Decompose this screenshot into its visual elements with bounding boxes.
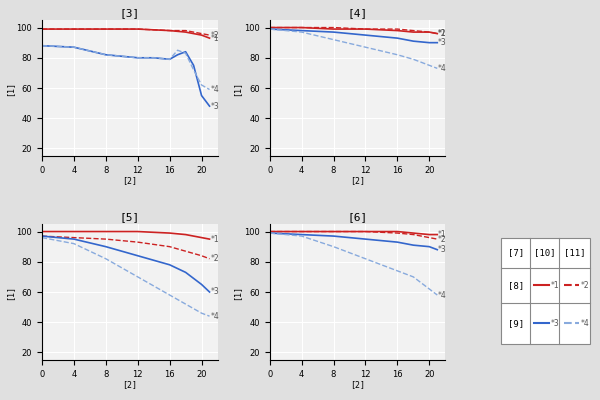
Title: [5]: [5] <box>119 212 140 222</box>
X-axis label: [2]: [2] <box>350 176 365 185</box>
Text: *4: *4 <box>438 64 447 73</box>
X-axis label: [2]: [2] <box>122 176 137 185</box>
Text: *1: *1 <box>551 281 559 290</box>
Text: [9]: [9] <box>508 319 524 328</box>
Text: *1: *1 <box>211 34 219 43</box>
X-axis label: [2]: [2] <box>122 380 137 389</box>
Text: *4: *4 <box>211 312 219 321</box>
Y-axis label: [1]: [1] <box>232 284 241 300</box>
Text: [8]: [8] <box>508 281 524 290</box>
Text: *4: *4 <box>580 319 589 328</box>
Text: *4: *4 <box>438 290 447 300</box>
Title: [6]: [6] <box>347 212 368 222</box>
Text: *3: *3 <box>551 319 559 328</box>
Text: *3: *3 <box>211 102 219 111</box>
Text: *1: *1 <box>211 235 219 244</box>
X-axis label: [2]: [2] <box>350 380 365 389</box>
Text: *2: *2 <box>438 235 446 244</box>
Y-axis label: [1]: [1] <box>5 284 14 300</box>
Text: *2: *2 <box>438 29 446 38</box>
Title: [3]: [3] <box>119 8 140 18</box>
Text: *3: *3 <box>438 245 447 254</box>
Text: [11]: [11] <box>564 248 586 257</box>
Title: [4]: [4] <box>347 8 368 18</box>
Text: *2: *2 <box>580 281 589 290</box>
Text: [10]: [10] <box>534 248 556 257</box>
Text: *2: *2 <box>211 31 219 40</box>
FancyBboxPatch shape <box>502 238 590 344</box>
Text: *2: *2 <box>211 254 219 263</box>
Y-axis label: [1]: [1] <box>232 80 241 96</box>
Y-axis label: [1]: [1] <box>5 80 14 96</box>
Text: *3: *3 <box>211 288 219 296</box>
Text: *1: *1 <box>438 29 446 38</box>
Text: *1: *1 <box>438 230 446 239</box>
Text: *4: *4 <box>211 85 219 94</box>
Text: *3: *3 <box>438 38 447 47</box>
Text: [7]: [7] <box>508 248 524 257</box>
